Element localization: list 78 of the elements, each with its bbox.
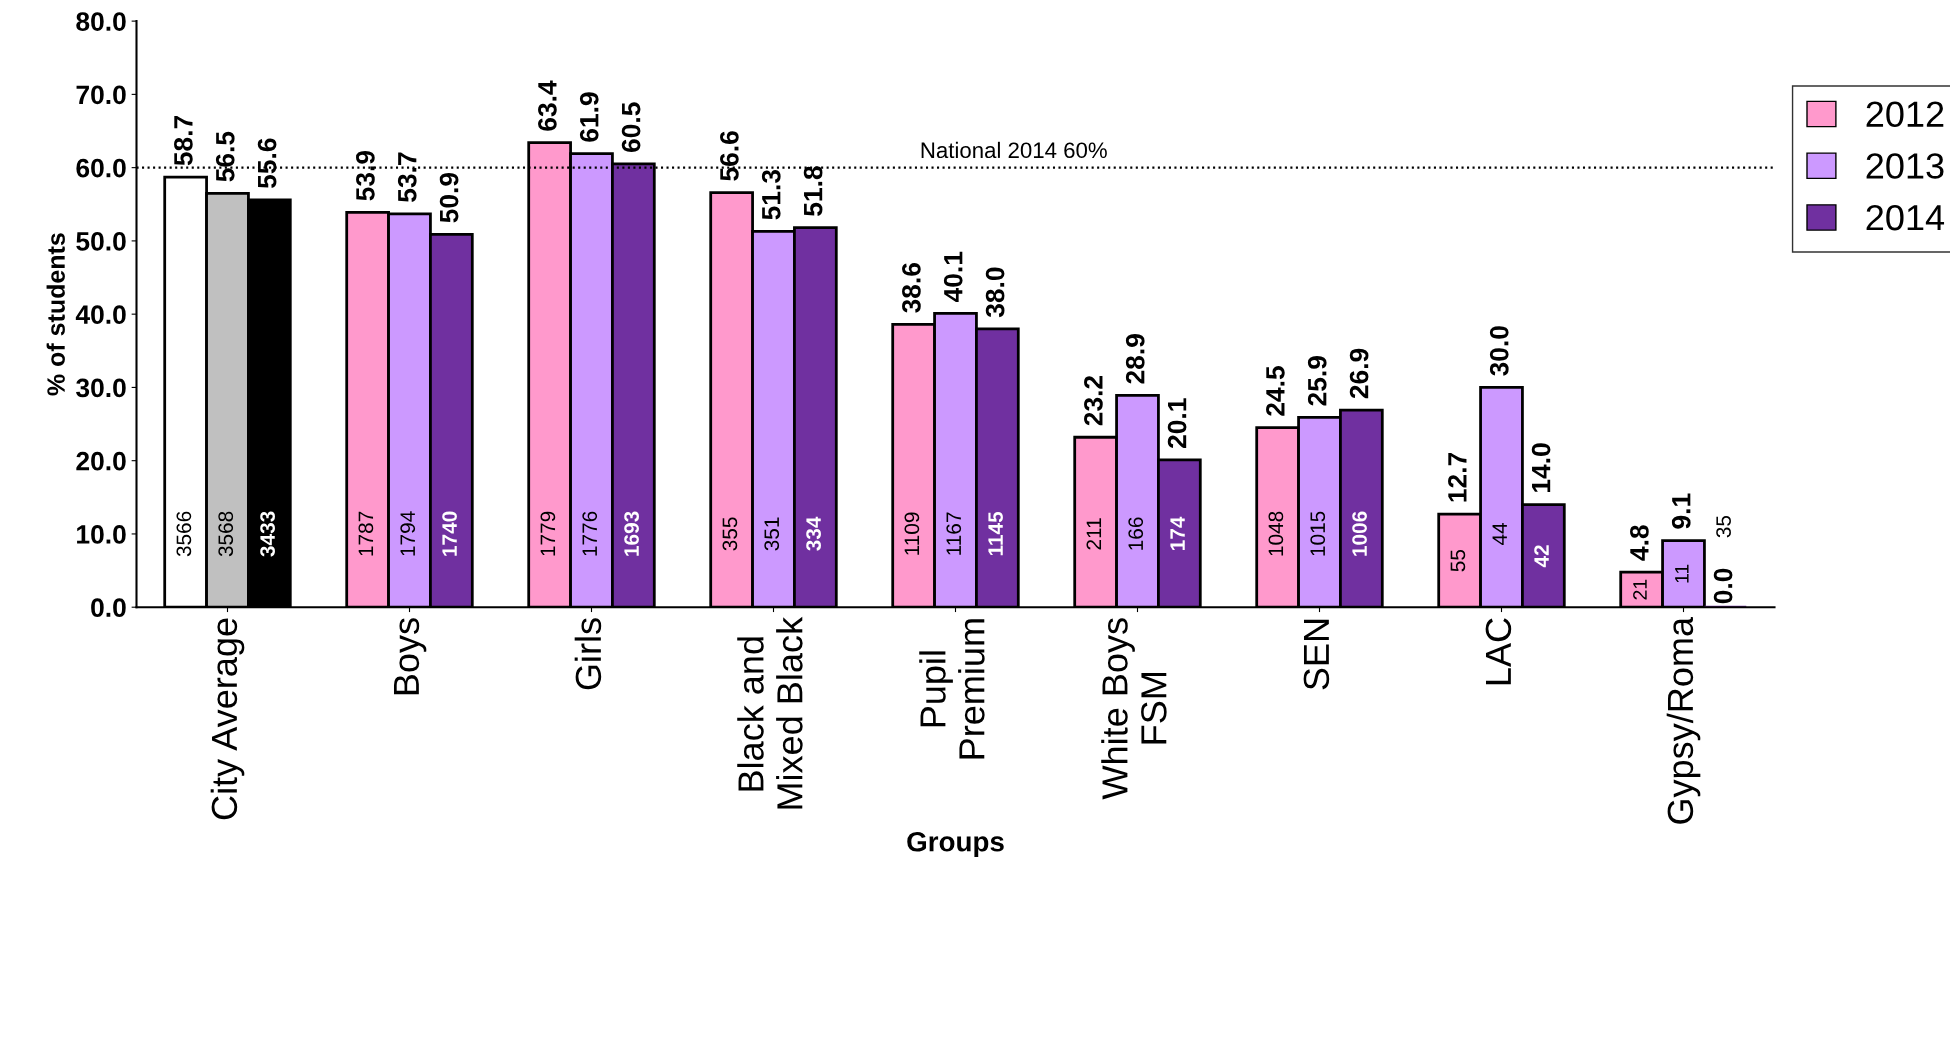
- data-label: 25.9: [1307, 356, 1327, 406]
- legend-label: 2012: [1866, 101, 1944, 128]
- annotation: 3433: [260, 511, 275, 557]
- annotation: 166: [1128, 517, 1144, 550]
- data-label: 23.2: [1084, 375, 1103, 426]
- data-label: 30.0: [1489, 326, 1509, 376]
- x-tick-label: SEN: [1303, 619, 1330, 690]
- annotation: 1145: [988, 511, 1003, 556]
- annotation: 174: [1170, 516, 1185, 551]
- x-tick-label: Gypsy/Roma: [1666, 616, 1701, 824]
- annotation: 11: [1675, 564, 1689, 583]
- data-label: 20.1: [1167, 398, 1187, 449]
- x-tick-label: City Average: [210, 618, 245, 820]
- x-tick-label: Boys: [393, 618, 427, 695]
- annotation: 1779: [540, 511, 556, 556]
- data-label: 12.7: [1448, 452, 1467, 502]
- annotation: 44: [1492, 522, 1507, 546]
- data-label: 24.5: [1266, 366, 1285, 416]
- data-label: 55.6: [257, 138, 277, 189]
- data-label: 4.8: [1630, 525, 1649, 561]
- y-axis-title: % of students: [46, 233, 65, 396]
- annotation: 1006: [1352, 511, 1367, 556]
- data-label: 61.9: [579, 92, 599, 142]
- annotation: 1787: [358, 511, 374, 556]
- y-tick-label: 80.0: [76, 12, 126, 31]
- y-tick-label: 60.0: [76, 158, 126, 178]
- y-tick-label: 10.0: [77, 525, 126, 544]
- annotation: 334: [806, 516, 821, 551]
- data-label: 51.8: [803, 166, 823, 216]
- data-label: 53.9: [356, 150, 375, 201]
- annotation: 1693: [624, 511, 639, 556]
- annotation: 351: [764, 517, 780, 551]
- data-label: 51.3: [761, 169, 781, 220]
- annotation: 42: [1534, 545, 1549, 568]
- annotation: 3566: [176, 511, 192, 557]
- y-tick-label: 0.0: [91, 598, 126, 618]
- annotation: 1167: [946, 512, 962, 555]
- y-tick-label: 50.0: [76, 232, 126, 251]
- data-label: 26.9: [1349, 348, 1369, 399]
- annotation: 1048: [1268, 511, 1284, 556]
- x-axis-title: Groups: [907, 831, 1004, 858]
- data-label: 14.0: [1531, 443, 1551, 492]
- x-tick-label: Pupil Premium: [919, 619, 985, 759]
- data-label: 60.5: [621, 102, 641, 153]
- annotation: 1015: [1310, 511, 1326, 556]
- y-tick-label: 40.0: [75, 305, 126, 324]
- data-label: 53.7: [397, 152, 417, 202]
- y-tick-label: 30.0: [76, 378, 126, 398]
- data-label: 38.0: [985, 267, 1005, 318]
- y-tick-label: 70.0: [76, 85, 126, 105]
- annotation: 211: [1086, 518, 1102, 550]
- data-label: 28.9: [1125, 334, 1145, 384]
- data-label: 40.1: [943, 251, 963, 303]
- annotation: 1776: [582, 511, 598, 556]
- x-tick-label: White Boys FSM: [1101, 618, 1167, 800]
- ref-line-label: National 2014 60%: [921, 141, 1107, 159]
- data-label: 56.6: [720, 131, 739, 181]
- data-label: 50.9: [439, 172, 459, 223]
- legend-label: 2013: [1866, 153, 1944, 179]
- y-tick-label: 20.0: [76, 451, 126, 471]
- annotation: 3568: [218, 511, 234, 557]
- annotation: 1740: [442, 511, 457, 556]
- data-label: 0.0: [1713, 568, 1733, 604]
- legend-label: 2014: [1866, 204, 1945, 231]
- x-tick-label: Black and Mixed Black: [737, 616, 803, 809]
- data-label: 9.1: [1671, 493, 1691, 529]
- x-tick-label: Girls: [574, 618, 602, 690]
- annotation: 21: [1633, 579, 1647, 600]
- annotation: 1794: [400, 511, 416, 556]
- annotation: 355: [722, 517, 738, 551]
- annotation: 55: [1450, 549, 1466, 572]
- x-tick-label: LAC: [1485, 618, 1512, 685]
- annotation: 35: [1716, 515, 1731, 538]
- data-label: 58.7: [174, 115, 193, 166]
- data-label: 63.4: [538, 80, 557, 131]
- data-label: 56.5: [215, 131, 235, 182]
- data-label: 38.6: [902, 263, 921, 313]
- annotation: 1109: [904, 512, 920, 555]
